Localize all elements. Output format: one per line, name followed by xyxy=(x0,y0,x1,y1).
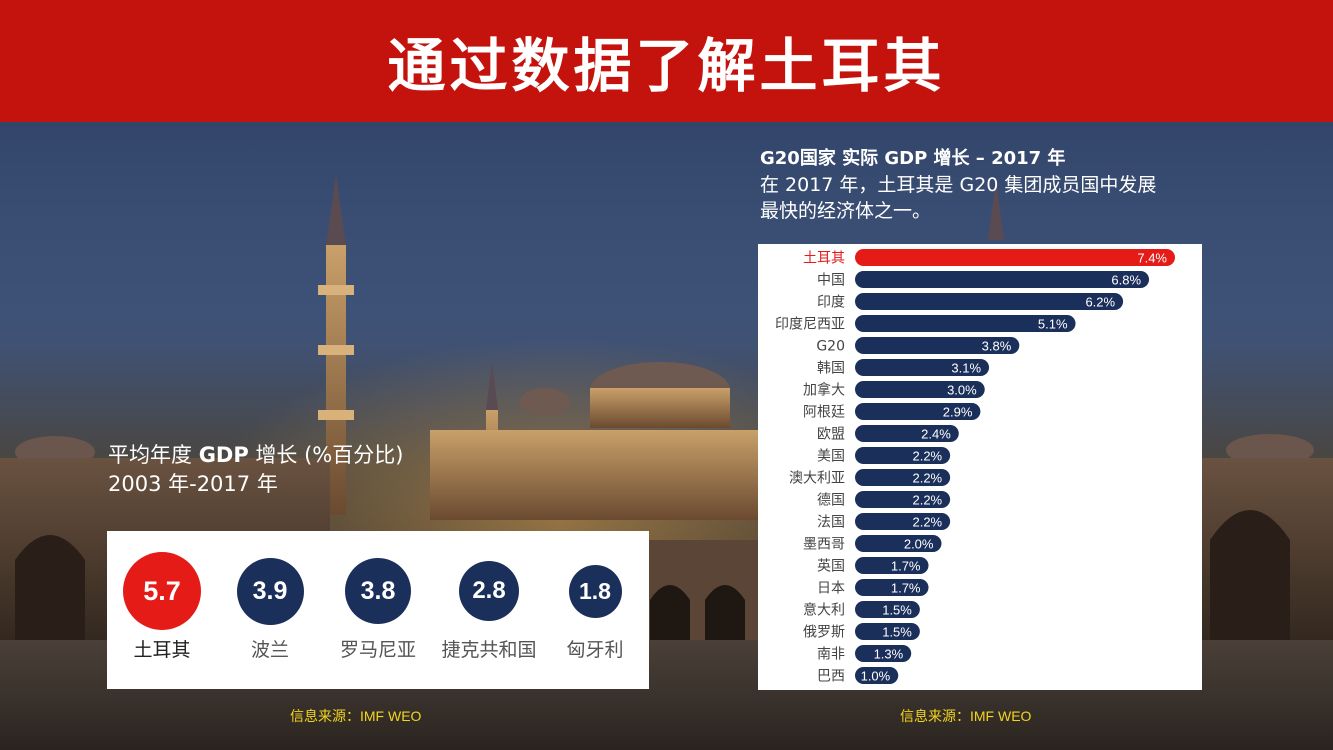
bar-category-label: 欧盟 xyxy=(817,427,845,443)
left-chart-subtitle: 2003 年-2017 年 xyxy=(108,472,278,496)
bar-category-label: 俄罗斯 xyxy=(803,625,845,641)
left-source: 信息来源：IMF WEO xyxy=(290,708,422,724)
bar xyxy=(855,557,929,574)
stat-item: 3.8 xyxy=(318,558,438,624)
stat-item: 5.7 xyxy=(102,552,222,630)
gdp-average-card: 5.7 土耳其 3.9 波兰 3.8 罗马尼亚 2.8 捷克共和国 1.8 匈牙利 xyxy=(107,531,649,689)
bar-category-label: 阿根廷 xyxy=(803,405,845,421)
right-chart-header: G20国家 实际 GDP 增长 – 2017 年 在 2017 年，土耳其是 G… xyxy=(760,146,1220,224)
bar-category-label: 巴西 xyxy=(817,669,845,685)
stat-label: 捷克共和国 xyxy=(441,639,537,661)
bar-category-label: 墨西哥 xyxy=(803,537,845,553)
left-chart-title: 平均年度 GDP 增长 (%百分比) 2003 年-2017 年 xyxy=(108,441,403,499)
left-title-prefix: 平均年度 xyxy=(108,443,199,467)
bar-value-label: 2.2% xyxy=(912,471,942,486)
bar-category-label: 美国 xyxy=(817,449,845,465)
bar xyxy=(855,337,1020,354)
bar-value-label: 1.5% xyxy=(882,603,912,618)
bar-category-label: 澳大利亚 xyxy=(789,471,845,487)
bar-value-label: 2.2% xyxy=(912,449,942,464)
bar-value-label: 2.2% xyxy=(912,515,942,530)
bar xyxy=(855,623,920,640)
bar-value-label: 2.4% xyxy=(921,427,951,442)
bar xyxy=(855,513,951,530)
bar-category-label: 土耳其 xyxy=(803,251,845,267)
bar-value-label: 3.8% xyxy=(982,339,1012,354)
stat-item: 1.8 xyxy=(535,564,655,618)
bar-category-label: 加拿大 xyxy=(803,382,845,399)
bar-category-label: 英国 xyxy=(817,558,845,575)
bar-category-label: 意大利 xyxy=(803,602,845,619)
bar-category-label: 中国 xyxy=(817,273,845,289)
bar xyxy=(855,249,1175,266)
g20-growth-chart: 土耳其 7.4% 中国 6.8% 印度 6.2% 印度尼西亚 5.1% G20 3.8% 韩国 3.1… xyxy=(758,244,1202,690)
bar xyxy=(855,579,929,596)
bar-value-label: 2.0% xyxy=(904,537,934,552)
right-chart-desc-1: 在 2017 年，土耳其是 G20 集团成员国中发展 xyxy=(760,174,1157,196)
bar-value-label: 5.1% xyxy=(1038,317,1068,332)
bar-category-label: 韩国 xyxy=(817,361,845,377)
stat-bubble: 3.8 xyxy=(345,558,411,624)
right-chart-desc-2: 最快的经济体之一。 xyxy=(760,200,932,222)
bar-category-label: 印度尼西亚 xyxy=(775,317,845,333)
bar-value-label: 2.2% xyxy=(912,493,942,508)
bar xyxy=(855,491,951,508)
stat-bubble: 5.7 xyxy=(123,552,201,630)
bar-value-label: 1.5% xyxy=(882,625,912,640)
bar-value-label: 1.7% xyxy=(891,581,921,596)
bar-value-label: 1.0% xyxy=(861,669,891,684)
bar-value-label: 3.1% xyxy=(951,361,981,376)
bar-value-label: 6.2% xyxy=(1085,295,1115,310)
bar xyxy=(855,601,920,618)
bar-value-label: 7.4% xyxy=(1137,251,1167,266)
stat-label: 罗马尼亚 xyxy=(339,639,416,661)
bar xyxy=(855,535,942,552)
header-banner: 通过数据了解土耳其 xyxy=(0,0,1333,122)
bar xyxy=(855,469,951,486)
bar-category-label: G20 xyxy=(816,339,845,355)
stat-bubble: 1.8 xyxy=(568,564,622,618)
bar xyxy=(855,425,959,442)
bar-category-label: 法国 xyxy=(817,515,845,531)
stat-label: 波兰 xyxy=(250,639,289,661)
bar xyxy=(855,359,990,376)
bar xyxy=(855,315,1076,332)
bar-value-label: 1.7% xyxy=(891,559,921,574)
left-title-bold: GDP xyxy=(198,443,249,467)
stat-label: 土耳其 xyxy=(133,639,191,661)
bar xyxy=(855,645,912,662)
right-source: 信息来源：IMF WEO xyxy=(900,708,1032,724)
bar-category-label: 德国 xyxy=(817,493,845,509)
bar xyxy=(855,667,899,684)
bar xyxy=(855,293,1124,310)
stat-item: 3.9 xyxy=(210,557,330,625)
bar-category-label: 日本 xyxy=(817,581,845,597)
bar-category-label: 印度 xyxy=(817,295,845,311)
bar-value-label: 3.0% xyxy=(947,383,977,398)
stat-item: 2.8 xyxy=(429,561,549,621)
bar xyxy=(855,381,985,398)
g20-bar-svg: 土耳其 7.4% 中国 6.8% 印度 6.2% 印度尼西亚 5.1% G20 3.8% 韩国 3.1… xyxy=(775,249,1175,685)
page-title: 通过数据了解土耳其 xyxy=(387,32,946,100)
bar xyxy=(855,403,981,420)
bar xyxy=(855,447,951,464)
bar-value-label: 6.8% xyxy=(1111,273,1141,288)
left-title-rest: 增长 (%百分比) xyxy=(248,443,404,467)
stat-label: 匈牙利 xyxy=(566,639,624,661)
bar-value-label: 1.3% xyxy=(874,647,904,662)
right-chart-title: G20国家 实际 GDP 增长 – 2017 年 xyxy=(760,148,1066,169)
bar xyxy=(855,271,1150,288)
stat-bubble: 2.8 xyxy=(459,561,519,621)
bar-value-label: 2.9% xyxy=(943,405,973,420)
stat-bubble: 3.9 xyxy=(236,557,304,625)
bar-category-label: 南非 xyxy=(817,647,845,663)
